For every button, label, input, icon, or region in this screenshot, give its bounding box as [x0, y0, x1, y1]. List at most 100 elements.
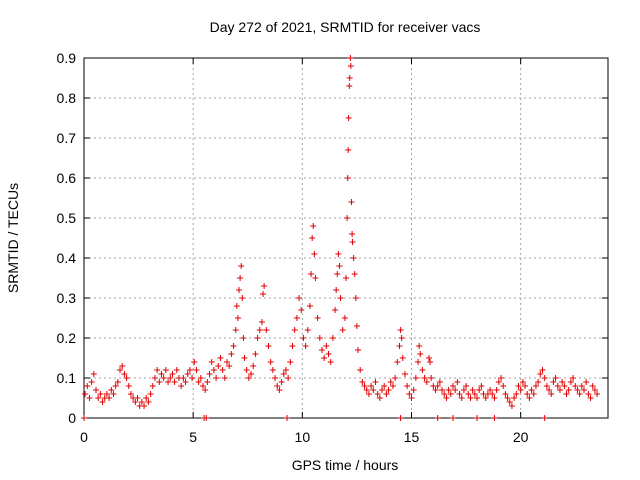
- data-point: [125, 383, 132, 389]
- data-point: [532, 383, 539, 389]
- data-point: [252, 351, 259, 357]
- data-point: [399, 355, 406, 361]
- data-point: [99, 399, 106, 405]
- data-point: [184, 371, 191, 377]
- data-point: [372, 379, 379, 385]
- data-point: [345, 147, 352, 153]
- data-point: [456, 391, 463, 397]
- data-point: [240, 335, 247, 341]
- data-point: [454, 379, 461, 385]
- data-point: [570, 375, 577, 381]
- data-point: [199, 383, 206, 389]
- data-point: [302, 343, 309, 349]
- data-point: [219, 367, 226, 373]
- data-point: [346, 75, 353, 81]
- data-point: [398, 335, 405, 341]
- data-point: [548, 391, 555, 397]
- data-point: [552, 375, 559, 381]
- data-point: [182, 379, 189, 385]
- data-point: [539, 367, 546, 373]
- data-point: [291, 327, 298, 333]
- data-point: [355, 347, 362, 353]
- y-tick-label: 0.9: [57, 50, 77, 66]
- data-point: [110, 391, 117, 397]
- data-point: [147, 391, 154, 397]
- data-point: [423, 379, 430, 385]
- data-point: [206, 371, 213, 377]
- data-point: [314, 315, 321, 321]
- data-point: [374, 391, 381, 397]
- data-point: [309, 235, 316, 241]
- data-point: [84, 383, 91, 389]
- data-point: [143, 395, 150, 401]
- data-point: [476, 387, 483, 393]
- data-point: [449, 415, 456, 421]
- data-point: [103, 391, 110, 397]
- data-point: [236, 287, 243, 293]
- data-point: [306, 303, 313, 309]
- data-point: [90, 371, 97, 377]
- data-point: [421, 375, 428, 381]
- data-point: [318, 347, 325, 353]
- data-point: [546, 387, 553, 393]
- data-point: [349, 239, 356, 245]
- data-point: [336, 263, 343, 269]
- data-point: [191, 359, 198, 365]
- data-point: [232, 327, 239, 333]
- data-point: [239, 295, 246, 301]
- data-point: [397, 327, 404, 333]
- data-point: [530, 391, 537, 397]
- data-point: [389, 383, 396, 389]
- data-point: [323, 343, 330, 349]
- data-point: [452, 387, 459, 393]
- data-point: [108, 387, 115, 393]
- data-point: [337, 295, 344, 301]
- data-point: [583, 379, 590, 385]
- y-tick-label: 0.1: [57, 370, 77, 386]
- data-point: [245, 375, 252, 381]
- data-point: [381, 383, 388, 389]
- data-point: [460, 387, 467, 393]
- data-point: [327, 359, 334, 365]
- data-point: [543, 383, 550, 389]
- y-tick-label: 0.4: [57, 250, 77, 266]
- data-point: [261, 283, 268, 289]
- data-point: [397, 415, 404, 421]
- data-point: [123, 375, 130, 381]
- data-point: [316, 335, 323, 341]
- y-tick-label: 0.6: [57, 170, 77, 186]
- data-point: [392, 375, 399, 381]
- data-point: [345, 115, 352, 121]
- data-point: [269, 367, 276, 373]
- data-point: [258, 319, 265, 325]
- data-point: [193, 367, 200, 373]
- data-point: [412, 375, 419, 381]
- data-point: [311, 251, 318, 257]
- data-point: [406, 391, 413, 397]
- data-point: [312, 275, 319, 281]
- axis-ticks: 0 0.1 0.2 0.3 0.4 0.5 0.6 0.7 0.8 0.9 0 5 10 15 20: [57, 50, 608, 445]
- data-point: [276, 387, 283, 393]
- data-point: [95, 395, 102, 401]
- data-point: [238, 263, 245, 269]
- data-point: [134, 395, 141, 401]
- data-point: [169, 371, 176, 377]
- data-point: [474, 395, 480, 401]
- data-point: [304, 327, 311, 333]
- x-axis-label: GPS time / hours: [292, 457, 399, 473]
- data-point: [572, 383, 579, 389]
- data-point: [141, 403, 148, 409]
- data-point: [346, 83, 353, 89]
- data-point: [332, 307, 339, 313]
- data-point: [208, 359, 215, 365]
- data-point: [230, 343, 237, 349]
- data-point: [465, 391, 472, 397]
- data-point: [344, 175, 351, 181]
- data-point: [224, 359, 231, 365]
- x-tick-label: 20: [513, 429, 529, 445]
- data-point: [228, 351, 235, 357]
- data-point: [112, 383, 119, 389]
- data-point: [351, 271, 358, 277]
- data-point: [308, 271, 315, 277]
- data-point: [361, 383, 368, 389]
